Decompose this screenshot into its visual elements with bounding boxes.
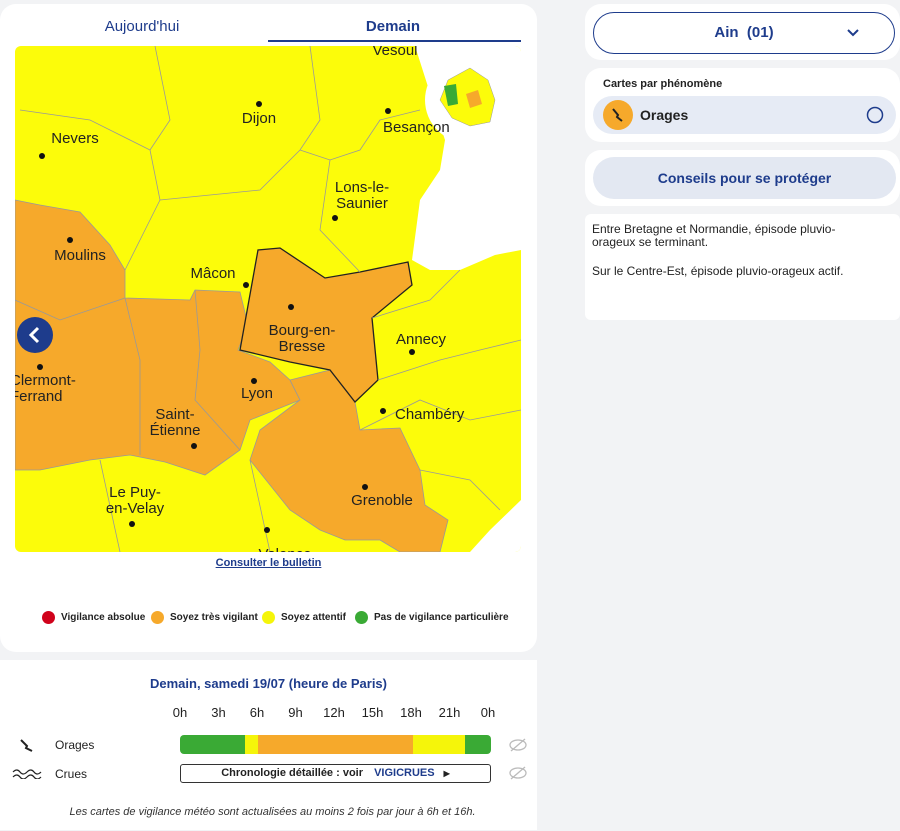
button-text: Chronologie détaillée : voir <box>221 767 363 779</box>
hour-label: 15h <box>361 705 384 720</box>
city-dot <box>37 364 43 370</box>
map: Vesoul Nevers Dijon Besançon Lons-le-Saunier… <box>15 46 521 552</box>
region <box>249 369 449 552</box>
inset-orange <box>466 90 482 108</box>
city-label: Mâcon <box>190 265 235 282</box>
city-dot <box>39 153 45 159</box>
city-dot <box>129 521 135 527</box>
city-label: Lyon <box>241 385 273 402</box>
hour-label: 9h <box>288 705 303 720</box>
phenomenon-label: Orages <box>640 107 689 123</box>
city-label: Le Puy- <box>109 484 161 501</box>
timeline-title: Demain, samedi 19/07 (heure de Paris) <box>150 676 387 691</box>
city-dot <box>288 304 294 310</box>
city-dot <box>256 101 262 107</box>
inset-green <box>444 84 458 106</box>
advice-button[interactable]: Conseils pour se protéger <box>593 157 896 199</box>
hour-label: 12h <box>323 705 345 720</box>
hour-label: 6h <box>249 705 265 720</box>
department-select[interactable]: Ain (01) <box>593 12 895 54</box>
city-label: Ferrand <box>15 388 63 405</box>
hour-label: 3h <box>211 705 226 720</box>
region <box>15 199 301 476</box>
bulletin-link[interactable]: Consulter le bulletin <box>215 557 322 569</box>
city-label: Étienne <box>150 422 201 439</box>
prev-button[interactable] <box>16 316 54 354</box>
vigicrues-button[interactable]: Chronologie détaillée : voir VIGICRUES ▶ <box>180 764 491 783</box>
phenomena-title: Cartes par phénomène <box>603 78 723 90</box>
region-ain <box>239 247 413 403</box>
phenomenon-row[interactable]: Orages <box>593 96 896 134</box>
city-label: Saunier <box>336 195 388 212</box>
city-label: Grenoble <box>351 492 413 509</box>
italy <box>470 500 521 552</box>
city-dot <box>191 443 197 449</box>
city-label: Valence <box>258 546 311 552</box>
city-dot <box>380 408 386 414</box>
city-dot <box>67 237 73 243</box>
crues-icon <box>12 769 42 779</box>
tab[interactable]: Aujourd'hui <box>104 18 180 35</box>
borders <box>15 46 521 552</box>
city-dot <box>362 484 368 490</box>
city-dot <box>264 527 270 533</box>
department-label: Ain (01) <box>714 24 774 41</box>
city-dot <box>409 349 415 355</box>
tab-underline <box>268 40 521 42</box>
legend-item: Vigilance absolue <box>42 611 145 624</box>
messages-card <box>585 214 900 320</box>
hide-icon[interactable] <box>508 766 528 780</box>
city-label: Chambéry <box>395 406 465 423</box>
city-label: Bresse <box>279 338 326 355</box>
city-label: en-Velay <box>106 500 165 517</box>
legend-item: Soyez attentif <box>262 611 346 624</box>
city-label: Bourg-en- <box>269 322 336 339</box>
city-label: Besançon <box>383 119 450 136</box>
footnote: Les cartes de vigilance météo sont actua… <box>69 806 476 818</box>
city-label: Vesoul <box>372 46 417 59</box>
hour-label: 21h <box>438 705 461 720</box>
legend-item: Pas de vigilance particulière <box>355 611 509 624</box>
message: Entre Bretagne et Normandie, épisode plu… <box>592 222 836 249</box>
city-label: Nevers <box>51 130 99 147</box>
row-label: Crues <box>55 767 88 781</box>
hour-label: 0h <box>172 705 188 720</box>
legend-item: Soyez très vigilant <box>151 611 258 624</box>
message: Sur le Centre-Est, épisode pluvio-orageu… <box>592 264 844 278</box>
city-label: Moulins <box>54 247 106 264</box>
city-dot <box>332 215 338 221</box>
hour-label: 18h <box>400 705 422 720</box>
city-label: Clermont- <box>15 372 76 389</box>
city-label: Lons-le- <box>335 179 389 196</box>
hour-label: 0h <box>480 705 496 720</box>
city-label: Saint- <box>155 406 194 423</box>
city-dot <box>243 282 249 288</box>
city-label: Annecy <box>396 331 447 348</box>
orages-timeline <box>180 735 491 754</box>
row-label: Orages <box>55 738 95 752</box>
tab[interactable]: Demain <box>365 18 421 35</box>
brand: VIGICRUES <box>374 767 435 779</box>
hide-icon[interactable] <box>508 738 528 752</box>
city-label: Dijon <box>242 110 276 127</box>
orages-icon <box>20 739 33 752</box>
city-dot <box>251 378 257 384</box>
city-dot <box>385 108 391 114</box>
